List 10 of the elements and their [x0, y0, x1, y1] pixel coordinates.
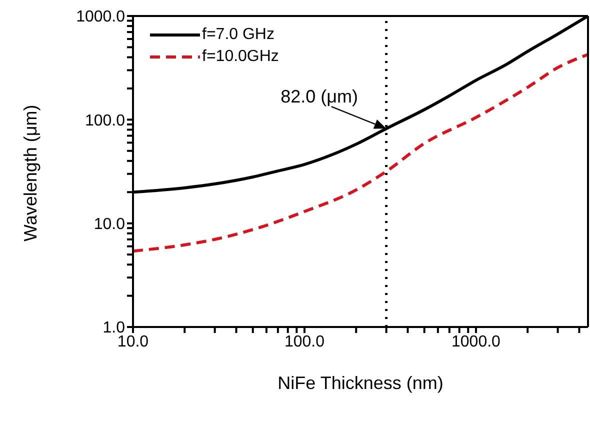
x-tick-label: 1000.0	[452, 333, 501, 350]
y-axis-title: Wavelength (μm)	[20, 104, 40, 242]
legend-label: f=7.0 GHz	[202, 26, 274, 44]
y-tick-label: 10.0	[94, 216, 126, 234]
annotation: 82.0 (μm)	[280, 86, 358, 107]
x-tick-label: 100.0	[284, 333, 325, 350]
legend-label: f=10.0GHz	[202, 48, 279, 66]
x-axis-title: NiFe Thickness (nm)	[278, 373, 444, 393]
y-tick-label: 1000.0	[76, 8, 126, 26]
y-tick-label: 100.0	[84, 112, 126, 130]
